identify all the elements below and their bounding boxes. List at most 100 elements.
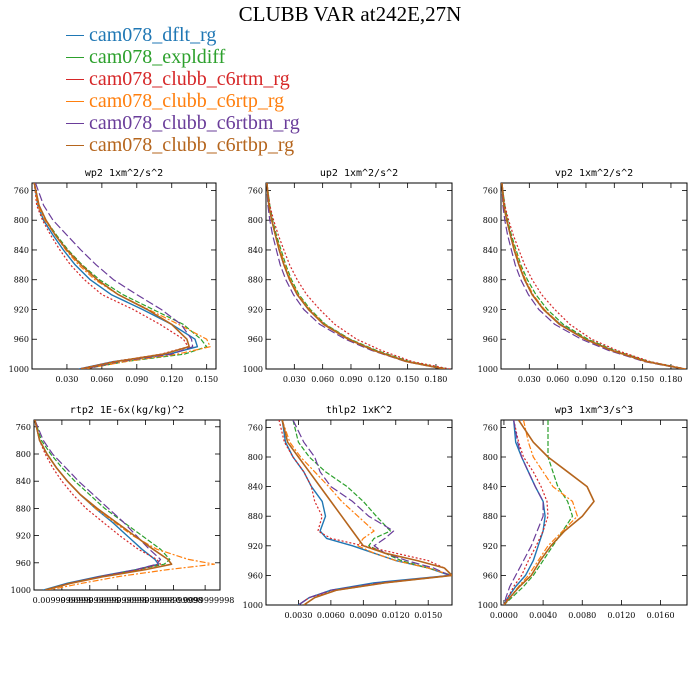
series-line-1	[281, 420, 451, 605]
x-tick-label: 0.0099999998	[88, 596, 147, 605]
y-tick-label: 840	[14, 246, 29, 255]
series-line-1	[33, 183, 199, 369]
series-line-6	[34, 420, 173, 590]
y-tick-label: 960	[16, 559, 31, 568]
x-tick-label: 0.180	[659, 375, 682, 384]
series-line-2	[266, 183, 448, 369]
y-tick-label: 840	[483, 246, 498, 255]
x-tick-label: 0.090	[575, 375, 598, 384]
legend-label: cam078_clubb_c6rtp_rg	[89, 90, 285, 112]
y-tick-label: 760	[14, 186, 29, 195]
y-tick-label: 960	[248, 335, 263, 344]
y-tick-label: 800	[483, 453, 498, 462]
y-tick-label: 880	[248, 512, 263, 521]
y-tick-label: 800	[248, 453, 263, 462]
plot-frame	[500, 182, 688, 370]
series-line-4	[34, 420, 215, 590]
series-line-5	[266, 183, 444, 369]
y-tick-label: 880	[483, 512, 498, 521]
x-tick-label: 0.150	[396, 375, 419, 384]
legend-item: cam078_clubb_c6rtbm_rg	[66, 112, 300, 134]
series-line-3	[501, 183, 687, 369]
y-tick-label: 760	[248, 423, 263, 432]
panel-title: vp2 1xm^2/s^2	[555, 168, 633, 179]
y-tick-label: 840	[248, 483, 263, 492]
x-tick-label: 0.0060	[317, 611, 345, 620]
plot-frame	[31, 182, 217, 370]
x-tick-label: 0.0090	[349, 611, 377, 620]
y-tick-label: 1000	[478, 601, 498, 610]
legend-label: cam078_clubb_c6rtm_rg	[89, 68, 290, 90]
y-tick-label: 960	[483, 335, 498, 344]
legend-swatch	[66, 34, 84, 36]
y-tick-label: 760	[483, 186, 498, 195]
x-tick-label: 0.090	[340, 375, 363, 384]
y-tick-label: 1000	[9, 365, 29, 374]
x-tick-label: 0.030	[55, 375, 78, 384]
legend-item: cam078_clubb_c6rtp_rg	[66, 90, 300, 112]
panel-title: wp3 1xm^3/s^3	[555, 405, 633, 416]
series-line-4	[503, 420, 579, 605]
series-line-5	[34, 420, 162, 590]
y-tick-label: 920	[483, 542, 498, 551]
y-tick-label: 1000	[243, 601, 263, 610]
x-tick-label: 0.0099999998	[176, 596, 235, 605]
figure-title: CLUBB VAR at242E,27N	[238, 2, 462, 26]
plot-frame	[265, 182, 453, 370]
x-tick-label: 0.120	[160, 375, 183, 384]
series-line-2	[34, 420, 171, 590]
x-tick-label: 0.0099999998	[33, 596, 92, 605]
chart-panel: vp2 1xm^2/s^2 760 800 840 880 920 960 1000 0.030…	[478, 168, 688, 384]
plot-frame	[265, 419, 453, 606]
y-tick-label: 1000	[243, 365, 263, 374]
series-line-4	[33, 183, 211, 369]
series-line-6	[503, 420, 595, 605]
panel-title: wp2 1xm^2/s^2	[85, 168, 163, 179]
series-line-6	[33, 183, 190, 369]
panel-title: up2 1xm^2/s^2	[320, 168, 398, 179]
plot-frame	[33, 419, 221, 591]
y-tick-label: 800	[483, 216, 498, 225]
series-line-2	[33, 183, 208, 369]
x-tick-label: 0.0030	[284, 611, 312, 620]
x-tick-label: 0.0099999998	[144, 596, 203, 605]
x-tick-label: 0.0150	[414, 611, 442, 620]
x-tick-label: 0.060	[546, 375, 569, 384]
panel-title: rtp2 1E-6x(kg/kg)^2	[70, 405, 184, 416]
legend-swatch	[66, 56, 84, 58]
legend-swatch	[66, 78, 84, 80]
y-tick-label: 920	[248, 542, 263, 551]
x-tick-label: 0.120	[603, 375, 626, 384]
y-tick-label: 760	[16, 423, 31, 432]
series-line-1	[34, 420, 160, 590]
y-tick-label: 1000	[478, 365, 498, 374]
y-tick-label: 800	[16, 450, 31, 459]
legend-label: cam078_clubb_c6rtbp_rg	[89, 134, 295, 156]
x-tick-label: 0.060	[311, 375, 334, 384]
legend: cam078_dflt_rg cam078_expldiff cam078_cl…	[66, 24, 300, 156]
y-tick-label: 920	[14, 305, 29, 314]
y-tick-label: 840	[248, 246, 263, 255]
x-tick-label: 0.0099999998	[116, 596, 175, 605]
legend-label: cam078_expldiff	[89, 46, 226, 68]
series-line-5	[292, 420, 451, 605]
series-line-2	[292, 420, 452, 605]
series-line-3	[503, 420, 549, 605]
legend-item: cam078_clubb_c6rtbp_rg	[66, 134, 300, 156]
series-line-3	[266, 183, 451, 369]
x-tick-label: 0.120	[368, 375, 391, 384]
x-tick-label: 0.0120	[607, 611, 635, 620]
legend-label: cam078_dflt_rg	[89, 24, 217, 46]
x-tick-label: 0.180	[424, 375, 447, 384]
legend-swatch	[66, 122, 84, 124]
y-tick-label: 760	[483, 423, 498, 432]
plot-frame	[500, 419, 688, 606]
series-line-6	[266, 183, 445, 369]
y-tick-label: 800	[248, 216, 263, 225]
series-line-5	[501, 183, 684, 369]
legend-swatch	[66, 100, 84, 102]
y-tick-label: 1000	[11, 586, 31, 595]
series-line-3	[34, 420, 162, 590]
legend-item: cam078_clubb_c6rtm_rg	[66, 68, 300, 90]
